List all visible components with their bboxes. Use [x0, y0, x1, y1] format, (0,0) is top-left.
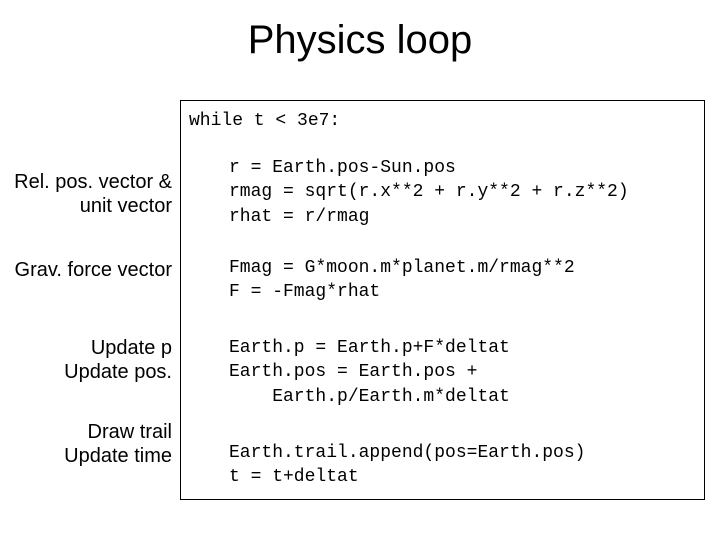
code-block-trail: Earth.trail.append(pos=Earth.pos) t = t+…: [229, 441, 585, 490]
code-while: while t < 3e7:: [189, 109, 340, 133]
code-block-force: Fmag = G*moon.m*planet.m/rmag**2 F = -Fm…: [229, 256, 575, 305]
label-update: Update p Update pos.: [0, 336, 172, 384]
label-grav: Grav. force vector: [0, 258, 172, 282]
code-block-vectors: r = Earth.pos-Sun.pos rmag = sqrt(r.x**2…: [229, 156, 629, 229]
code-block-update: Earth.p = Earth.p+F*deltat Earth.pos = E…: [229, 336, 510, 409]
slide-title: Physics loop: [0, 0, 720, 73]
label-vector: Rel. pos. vector & unit vector: [0, 170, 172, 218]
label-trail: Draw trail Update time: [0, 420, 172, 468]
code-box: while t < 3e7: r = Earth.pos-Sun.pos rma…: [180, 100, 705, 500]
